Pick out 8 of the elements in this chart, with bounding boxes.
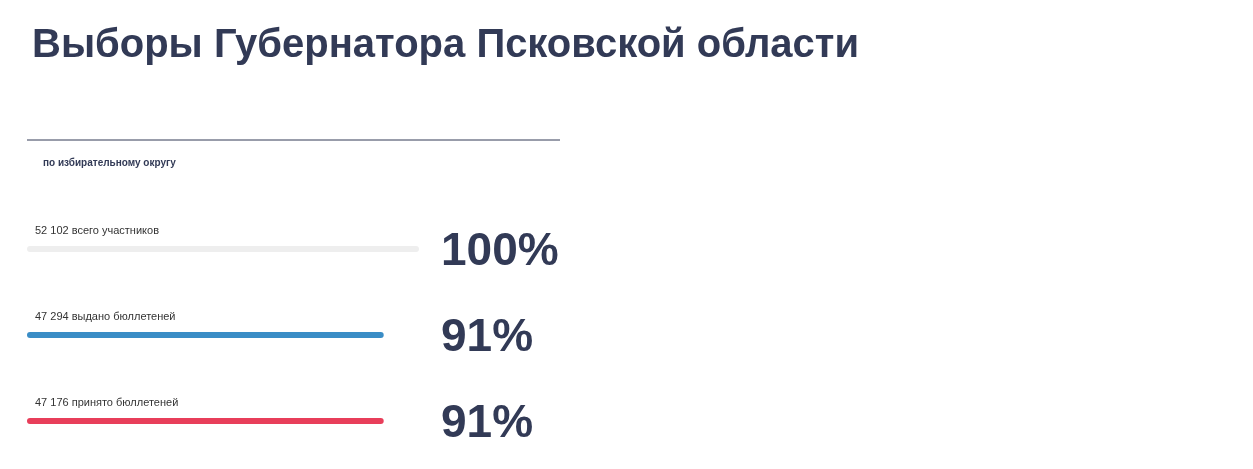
data-label: 91%: [441, 309, 534, 361]
data-label: 91%: [441, 395, 534, 447]
y-tick-label: 47 294 выдано бюллетеней: [35, 309, 176, 322]
chart-subtitle: по избирательному округу: [43, 156, 177, 168]
chart-title: Выборы Губернатора Псковской области: [32, 21, 859, 65]
y-tick-label: 47 176 принято бюллетеней: [35, 395, 179, 408]
data-label: 100%: [441, 223, 559, 275]
y-tick-label: 52 102 всего участников: [35, 223, 160, 236]
